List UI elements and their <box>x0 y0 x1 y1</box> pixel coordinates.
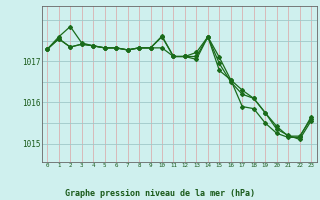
Text: Graphe pression niveau de la mer (hPa): Graphe pression niveau de la mer (hPa) <box>65 189 255 198</box>
